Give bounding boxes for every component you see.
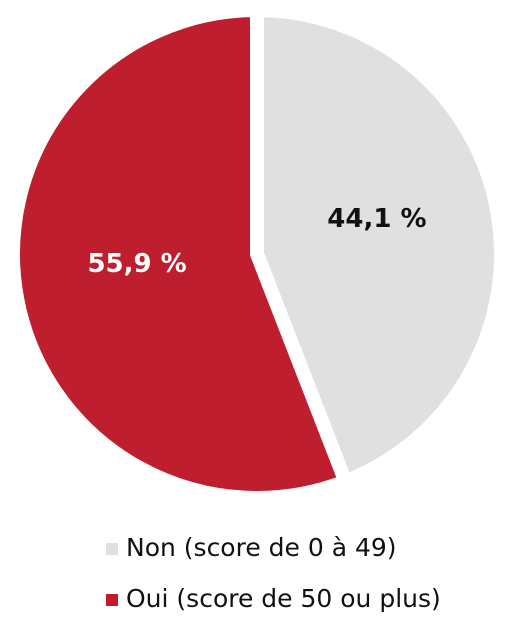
- pie-slice: [6, 2, 355, 505]
- pie-slice: [250, 2, 508, 491]
- legend-label: Non (score de 0 à 49): [126, 533, 397, 562]
- legend-swatch: [106, 543, 118, 555]
- value-label: 55,9 %: [87, 249, 186, 279]
- legend-swatch: [106, 594, 118, 606]
- legend-label: Oui (score de 50 ou plus): [126, 584, 441, 613]
- value-label: 44,1 %: [327, 204, 426, 234]
